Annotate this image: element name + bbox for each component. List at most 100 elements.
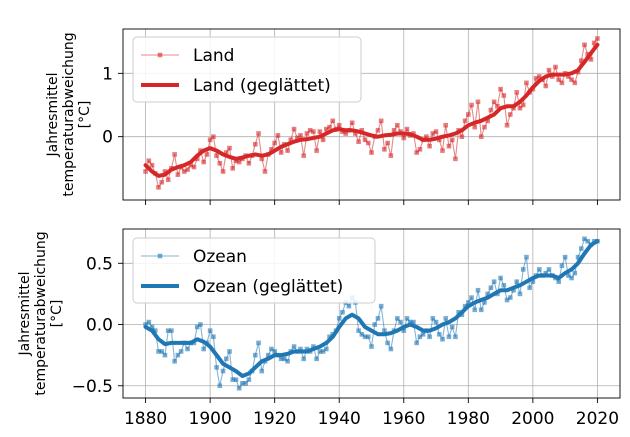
data-point	[211, 134, 216, 139]
data-point	[320, 137, 326, 143]
data-point	[404, 126, 410, 132]
data-point	[443, 316, 449, 321]
data-point	[149, 162, 155, 168]
y-tick-label: 0.5	[86, 254, 113, 274]
data-point	[340, 309, 345, 315]
x-tick-label: 1960	[382, 409, 425, 429]
data-point	[482, 300, 487, 305]
data-point	[165, 177, 171, 183]
data-point	[301, 153, 307, 158]
data-point	[436, 332, 442, 337]
data-point	[217, 160, 223, 166]
data-point	[336, 316, 342, 321]
data-point	[253, 352, 258, 358]
data-point	[227, 349, 232, 354]
data-point	[372, 322, 378, 327]
data-point	[543, 270, 549, 276]
data-point	[146, 158, 152, 164]
data-point	[233, 377, 239, 382]
data-point	[514, 279, 520, 284]
data-point	[175, 352, 181, 358]
data-point	[146, 319, 152, 325]
data-point	[491, 99, 497, 105]
data-point	[178, 349, 184, 354]
data-point	[278, 150, 284, 155]
data-point	[575, 254, 581, 260]
data-point	[259, 368, 265, 374]
data-point	[220, 169, 226, 174]
legend-item: Land (geglättet)	[141, 76, 331, 96]
chart-panel-1: 1 0 Jahresmitteltemperaturabweichung[°C] La…	[45, 28, 621, 205]
data-point	[230, 166, 236, 171]
data-point	[440, 336, 445, 342]
data-point	[469, 295, 474, 300]
data-point	[504, 122, 510, 128]
data-point	[472, 307, 478, 313]
data-point	[556, 279, 561, 284]
data-point	[353, 131, 358, 136]
x-tick-label: 2000	[511, 409, 554, 429]
data-point	[159, 349, 165, 354]
data-point	[495, 103, 500, 109]
data-point	[201, 346, 206, 352]
chart-panel-2: 0.5 0.0 −0.5 1880 1900 1920 1940 1960 1980 2000 20…	[17, 228, 621, 429]
data-point	[585, 238, 591, 244]
data-point	[324, 126, 329, 132]
data-point	[278, 356, 284, 362]
data-point	[172, 152, 177, 157]
data-point	[311, 129, 316, 134]
data-point	[149, 324, 155, 330]
data-point	[588, 57, 594, 62]
data-point	[414, 150, 419, 155]
data-point	[572, 80, 578, 86]
data-point	[223, 356, 229, 362]
y-axis-label-line: [°C]	[49, 300, 65, 328]
data-point	[343, 131, 348, 136]
data-point	[359, 332, 365, 337]
data-point	[556, 77, 561, 82]
data-point	[562, 254, 568, 260]
y-axis-label-line: [°C]	[77, 101, 93, 129]
data-point	[485, 118, 490, 124]
data-point	[156, 185, 161, 190]
data-point	[198, 148, 203, 153]
data-point	[317, 129, 323, 134]
data-point	[462, 118, 468, 124]
data-point	[236, 385, 242, 391]
data-point	[524, 80, 529, 86]
data-point	[436, 137, 442, 143]
data-point	[591, 40, 597, 46]
data-point	[401, 135, 407, 141]
data-point	[269, 147, 274, 152]
data-point	[388, 153, 394, 158]
data-point	[362, 334, 368, 340]
legend-label: Ozean	[193, 247, 247, 267]
data-point	[411, 319, 416, 325]
data-point	[514, 90, 520, 95]
data-point	[582, 236, 587, 242]
data-point	[346, 303, 352, 309]
y-axis-label-line: temperaturabweichung	[33, 231, 49, 395]
data-point	[482, 124, 487, 130]
legend-frame	[132, 237, 376, 304]
data-point	[365, 140, 371, 146]
data-point	[440, 148, 445, 153]
data-point	[191, 164, 197, 170]
data-point	[211, 334, 216, 340]
data-point	[395, 122, 400, 128]
data-point	[301, 356, 307, 362]
data-point	[330, 118, 336, 124]
data-point	[578, 246, 584, 251]
data-point	[582, 42, 587, 48]
legend-marker	[157, 253, 163, 259]
series-smoothed-line	[143, 42, 600, 178]
data-point	[256, 340, 261, 346]
series-smoothed-line	[143, 239, 600, 378]
data-point	[498, 275, 503, 281]
data-point	[143, 169, 148, 174]
data-point	[462, 303, 468, 309]
data-point	[172, 358, 177, 364]
x-tick-label: 1920	[253, 409, 296, 429]
data-point	[194, 156, 200, 162]
legend-label: Ozean (geglättet)	[193, 277, 343, 297]
